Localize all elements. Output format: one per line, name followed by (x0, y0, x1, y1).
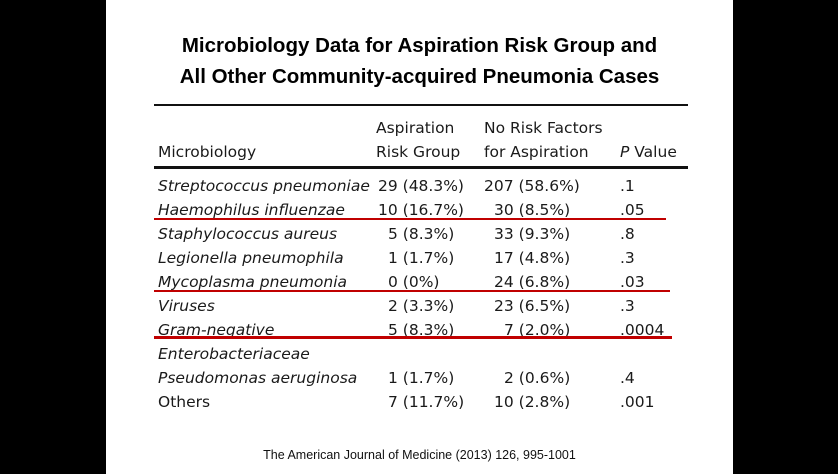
slide-title: Microbiology Data for Aspiration Risk Gr… (106, 30, 733, 92)
row-no-risk: 30 (8.5%) (494, 201, 571, 219)
slide: Microbiology Data for Aspiration Risk Gr… (106, 0, 733, 474)
highlight-underline (154, 218, 666, 220)
row-aspiration: 0 (0%) (388, 273, 440, 291)
row-organism: Mycoplasma pneumonia (158, 273, 348, 291)
header-rule (154, 166, 688, 169)
row-organism: Others (158, 393, 211, 411)
header-p-rest: Value (629, 143, 677, 161)
title-line-2: All Other Community-acquired Pneumonia C… (179, 65, 660, 88)
row-aspiration: 29 (48.3%) (378, 177, 464, 195)
row-organism: Haemophilus influenzae (158, 201, 345, 219)
row-p-value: .3 (620, 297, 635, 315)
header-aspiration-line2: Risk Group (376, 143, 461, 161)
row-aspiration: 2 (3.3%) (388, 297, 455, 315)
row-p-value: .03 (620, 273, 645, 291)
row-p-value: .0004 (620, 321, 665, 339)
table-top-rule (154, 104, 688, 106)
highlight-underline (154, 290, 670, 292)
row-aspiration: 10 (16.7%) (378, 201, 464, 219)
row-p-value: .1 (620, 177, 635, 195)
header-microbiology: Microbiology (158, 143, 257, 161)
source-citation: The American Journal of Medicine (2013) … (263, 448, 576, 462)
row-aspiration: 1 (1.7%) (388, 249, 455, 267)
row-organism: Legionella pneumophila (158, 249, 344, 267)
highlight-underline (154, 336, 672, 339)
header-no-risk-line1: No Risk Factors (484, 119, 603, 137)
row-no-risk: 24 (6.8%) (494, 273, 571, 291)
row-p-value: .4 (620, 369, 635, 387)
row-p-value: .001 (620, 393, 655, 411)
row-organism: Pseudomonas aeruginosa (158, 369, 358, 387)
row-p-value: .3 (620, 249, 635, 267)
header-aspiration-line1: Aspiration (376, 119, 455, 137)
row-organism: Viruses (158, 297, 215, 315)
row-p-value: .8 (620, 225, 635, 243)
row-organism: Streptococcus pneumoniae (158, 177, 370, 195)
row-p-value: .05 (620, 201, 645, 219)
header-no-risk-line2: for Aspiration (484, 143, 589, 161)
row-no-risk: 207 (58.6%) (484, 177, 580, 195)
row-no-risk: 10 (2.8%) (494, 393, 571, 411)
row-no-risk: 7 (2.0%) (504, 321, 571, 339)
row-organism: Gram-negative (158, 321, 275, 339)
header-p-value: P Value (620, 140, 677, 164)
row-organism: Enterobacteriaceae (158, 345, 310, 363)
row-no-risk: 17 (4.8%) (494, 249, 571, 267)
row-aspiration: 5 (8.3%) (388, 225, 455, 243)
header-p-italic: P (620, 143, 630, 161)
row-organism: Staphylococcus aureus (158, 225, 338, 243)
title-line-1: Microbiology Data for Aspiration Risk Gr… (181, 34, 658, 57)
row-aspiration: 7 (11.7%) (388, 393, 465, 411)
row-no-risk: 33 (9.3%) (494, 225, 571, 243)
row-aspiration: 1 (1.7%) (388, 369, 455, 387)
row-no-risk: 2 (0.6%) (504, 369, 571, 387)
row-no-risk: 23 (6.5%) (494, 297, 571, 315)
microbiology-table: Microbiology Aspiration Risk Group No Ri… (154, 104, 688, 418)
row-aspiration: 5 (8.3%) (388, 321, 455, 339)
